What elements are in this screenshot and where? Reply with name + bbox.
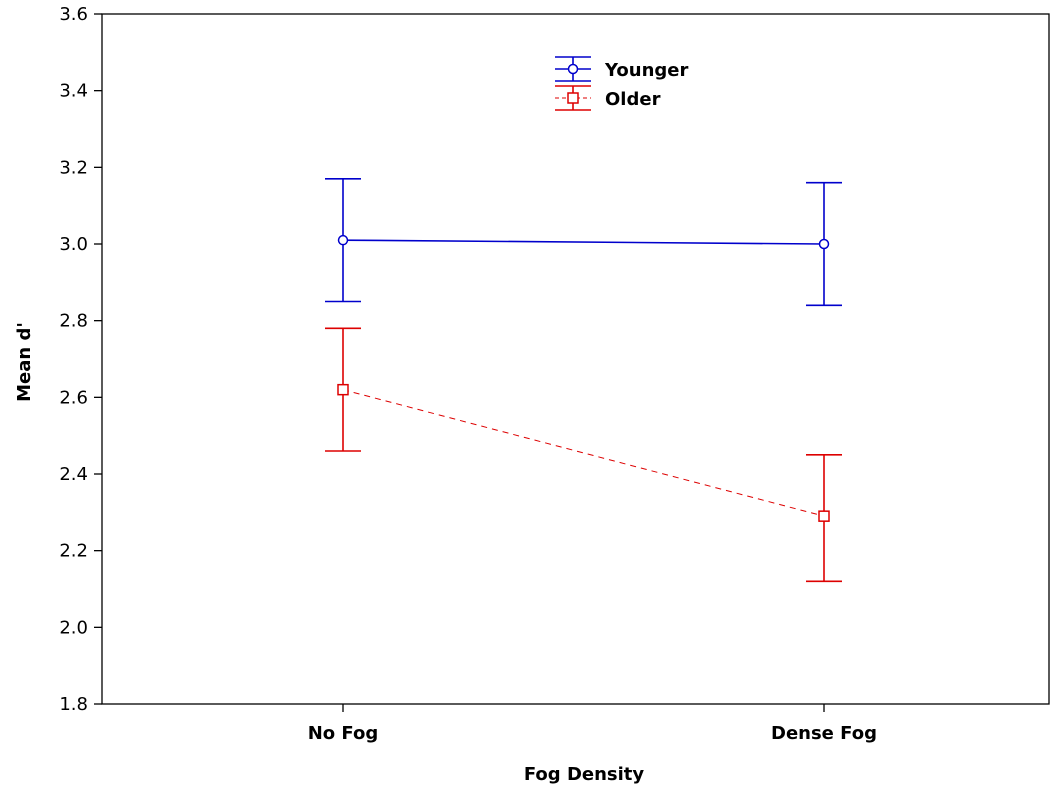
- data-point-marker: [567, 63, 579, 75]
- y-tick-label: 2.8: [59, 311, 88, 332]
- y-tick-label: 2.2: [59, 541, 88, 562]
- legend-label: Older: [605, 89, 661, 110]
- y-tick-label: 2.4: [59, 464, 88, 485]
- series-group: [325, 178, 842, 583]
- y-tick-label: 1.8: [59, 694, 88, 715]
- y-tick-label: 3.4: [59, 81, 88, 102]
- data-point-marker: [567, 92, 579, 104]
- y-axis-title: Mean d': [14, 322, 35, 402]
- series-younger: [325, 178, 842, 307]
- data-point-marker: [337, 383, 349, 396]
- legend-item-younger: Younger: [555, 56, 688, 82]
- y-tick-label: 2.0: [59, 617, 88, 638]
- y-tick-label: 3.0: [59, 234, 88, 255]
- legend-item-older: Older: [555, 85, 661, 111]
- legend: Younger Older: [555, 56, 688, 111]
- data-point-marker: [818, 510, 830, 522]
- plot-frame: [101, 13, 1050, 705]
- x-axis-title: Fog Density: [524, 764, 645, 785]
- axes: [101, 13, 1050, 705]
- x-tick-label: No Fog: [308, 723, 379, 744]
- y-tick-label: 2.6: [59, 387, 88, 408]
- series-line: [342, 239, 825, 245]
- y-tick-label: 3.6: [59, 4, 88, 25]
- data-point-marker: [337, 234, 349, 246]
- y-ticks: 1.8 2.0 2.2 2.4 2.6 2.8 3.0 3.2 3.4 3.6: [59, 4, 102, 715]
- data-point-marker: [818, 238, 830, 250]
- series-line: [342, 389, 825, 517]
- x-ticks: No Fog Dense Fog: [308, 704, 877, 744]
- y-tick-label: 3.2: [59, 157, 88, 178]
- legend-label: Younger: [604, 60, 688, 81]
- x-tick-label: Dense Fog: [771, 723, 877, 744]
- series-older: [325, 327, 842, 583]
